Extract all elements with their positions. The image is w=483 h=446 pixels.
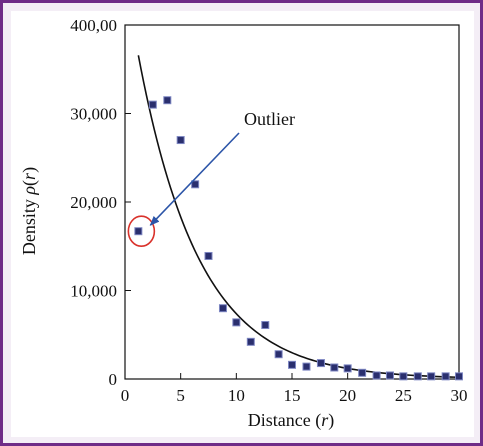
y-tick-label: 20,000: [70, 193, 117, 212]
data-point: [246, 337, 255, 346]
data-point: [148, 100, 157, 109]
data-point: [232, 318, 241, 327]
data-point: [316, 359, 325, 368]
data-point: [274, 350, 283, 359]
x-tick-label: 20: [339, 386, 356, 405]
data-point: [427, 372, 436, 381]
data-point: [134, 227, 143, 236]
x-tick-label: 30: [451, 386, 468, 405]
data-point: [163, 96, 172, 105]
y-axis-label-rho: ρ: [19, 186, 39, 196]
data-point: [204, 251, 213, 260]
y-tick-label: 30,000: [70, 105, 117, 124]
data-point: [191, 180, 200, 189]
x-axis-label: Distance (r): [248, 410, 334, 431]
x-axis-label-var: r: [321, 410, 329, 430]
y-tick-label: 400,00: [70, 16, 117, 35]
outlier-arrow: [149, 132, 240, 226]
data-point: [441, 372, 450, 381]
y-axis-label-close: ): [19, 167, 40, 173]
data-point: [218, 304, 227, 313]
outlier-circle: [127, 215, 156, 248]
y-axis-label-var: r: [19, 172, 39, 180]
x-tick-label: 0: [121, 386, 130, 405]
data-point: [413, 372, 422, 381]
y-axis-label-open: (: [19, 180, 40, 186]
data-point: [288, 360, 296, 369]
x-tick-label: 5: [176, 386, 185, 405]
data-point: [372, 371, 381, 380]
y-tick-label: 10,000: [70, 282, 117, 301]
x-axis-label-main: Distance (: [248, 410, 321, 431]
data-point: [343, 364, 352, 373]
x-tick-label: 10: [228, 386, 245, 405]
data-point: [358, 368, 367, 377]
data-point: [330, 363, 339, 372]
data-point: [399, 372, 408, 381]
y-tick-label: 0: [109, 370, 118, 389]
x-tick-label: 25: [395, 386, 412, 405]
scatter-chart: 0 5 10 15 20 25 30 0 10,000 20,000 30,000 400,00 Ou…: [19, 16, 468, 431]
y-axis-label-main: Density: [19, 195, 39, 256]
figure-panel: 0 5 10 15 20 25 30 0 10,000 20,000 30,000 400,00 Ou…: [11, 11, 474, 437]
data-point: [176, 136, 185, 145]
outlier-label: Outlier: [244, 109, 295, 129]
fit-curve: [137, 55, 460, 379]
x-tick-label: 15: [284, 386, 301, 405]
data-point: [455, 372, 463, 381]
data-point: [385, 371, 394, 380]
y-axis-label: Density ρ(r): [19, 167, 40, 255]
data-point: [302, 362, 311, 371]
data-point: [261, 321, 270, 330]
x-axis-label-close: ): [328, 410, 334, 431]
